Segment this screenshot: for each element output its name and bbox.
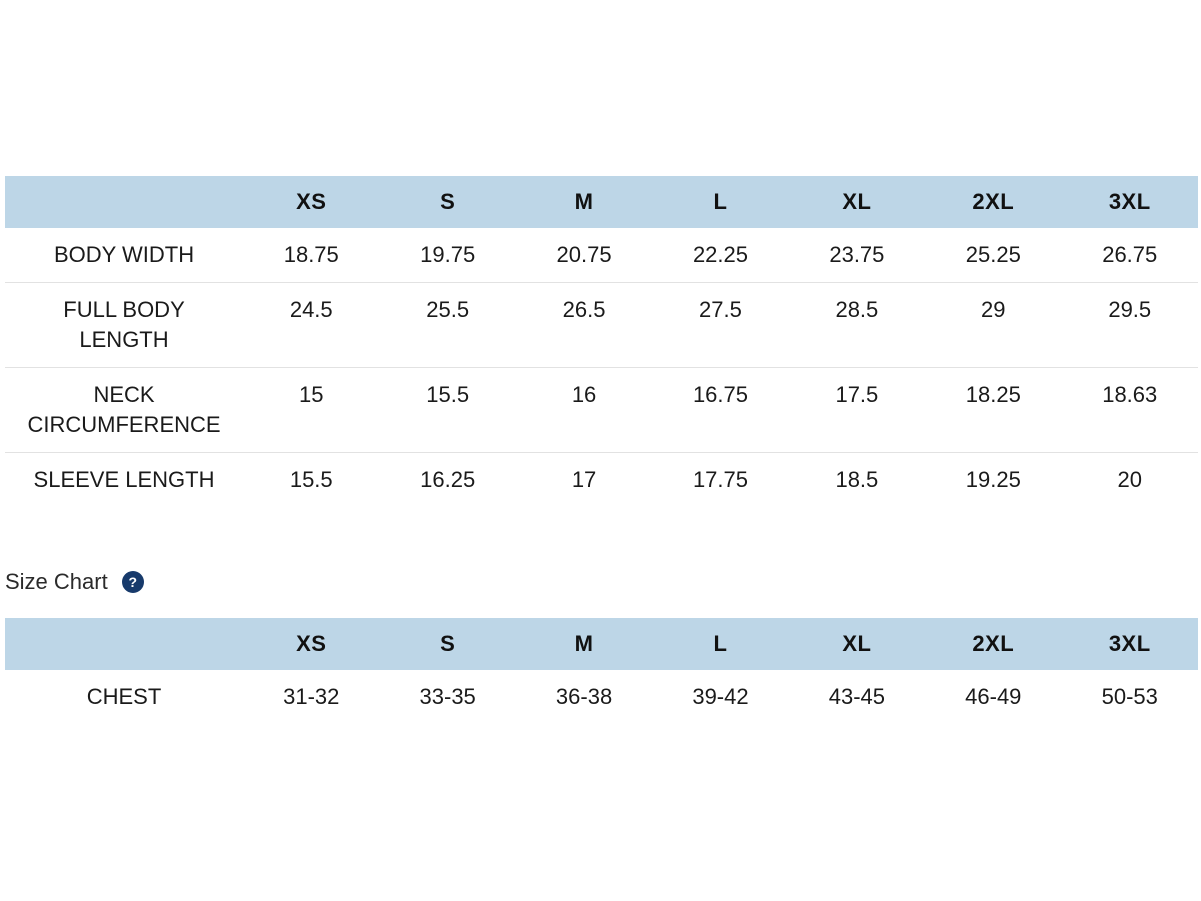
size-header-xs: XS <box>296 631 327 656</box>
table-cell: 18.25 <box>965 382 1021 407</box>
size-chart-table-container: XS S M L XL 2XL 3XL CHEST 31-32 33-35 36… <box>5 618 1198 724</box>
row-label-neck-circumference: NECK CIRCUMFERENCE <box>27 382 221 437</box>
size-header-2xl: 2XL <box>972 631 1015 656</box>
table-cell: 15.5 <box>289 467 333 492</box>
table-cell: 16.25 <box>420 467 476 492</box>
row-label-full-body-length: FULL BODY LENGTH <box>63 297 185 352</box>
table-cell: 17 <box>571 467 597 492</box>
header-empty-cell <box>5 176 243 228</box>
table-row-body-width: BODY WIDTH 18.75 19.75 20.75 22.25 23.75… <box>5 228 1198 283</box>
table-cell: 27.5 <box>699 297 742 322</box>
table-cell: 17.75 <box>692 467 748 492</box>
table-cell: 15 <box>299 382 324 407</box>
table-cell: 15.5 <box>426 382 470 407</box>
table-cell: 36-38 <box>555 684 613 709</box>
table-cell: 33-35 <box>419 684 476 709</box>
table-cell: 16.75 <box>692 382 748 407</box>
table-cell: 29.5 <box>1108 297 1152 322</box>
measurements-header-row: XS S M L XL 2XL 3XL <box>5 176 1198 228</box>
size-header-s: S <box>440 631 456 656</box>
size-header-m: M <box>574 189 594 214</box>
size-header-xl: XL <box>842 189 872 214</box>
question-mark-icon[interactable]: ? <box>121 571 144 593</box>
table-cell: 18.75 <box>283 242 339 267</box>
size-header-m: M <box>574 631 594 656</box>
table-cell: 28.5 <box>835 297 879 322</box>
table-cell: 50-53 <box>1101 684 1158 709</box>
size-chart-heading: Size Chart ? <box>5 566 144 598</box>
table-row-sleeve-length: SLEEVE LENGTH 15.5 16.25 17 17.75 18.5 1… <box>5 453 1198 508</box>
header-empty-cell <box>5 618 243 670</box>
size-header-s: S <box>440 189 456 214</box>
table-cell: 43-45 <box>828 684 886 709</box>
table-cell: 46-49 <box>965 684 1022 709</box>
table-cell: 18.5 <box>835 467 879 492</box>
size-header-2xl: 2XL <box>972 189 1015 214</box>
row-label-sleeve-length: SLEEVE LENGTH <box>33 467 215 492</box>
size-chart-title: Size Chart <box>5 569 108 594</box>
table-cell: 31-32 <box>283 684 340 709</box>
size-chart-header-row: XS S M L XL 2XL 3XL <box>5 618 1198 670</box>
size-header-xl: XL <box>842 631 872 656</box>
table-cell: 26.5 <box>562 297 606 322</box>
table-cell: 29 <box>981 297 1006 322</box>
table-cell: 18.63 <box>1102 382 1158 407</box>
row-label-chest: CHEST <box>86 684 162 709</box>
size-header-3xl: 3XL <box>1108 631 1151 656</box>
table-cell: 24.5 <box>289 297 333 322</box>
table-row-neck-circumference: NECK CIRCUMFERENCE 15 15.5 16 16.75 17.5… <box>5 368 1198 453</box>
table-cell: 16 <box>571 382 597 407</box>
table-cell: 17.5 <box>835 382 879 407</box>
size-header-l: L <box>713 189 728 214</box>
table-cell: 22.25 <box>692 242 748 267</box>
table-cell: 20.75 <box>556 242 612 267</box>
size-header-3xl: 3XL <box>1108 189 1151 214</box>
table-cell: 25.5 <box>426 297 470 322</box>
table-cell: 39-42 <box>692 684 749 709</box>
size-header-xs: XS <box>296 189 327 214</box>
table-cell: 19.75 <box>420 242 476 267</box>
table-cell: 25.25 <box>965 242 1021 267</box>
table-cell: 23.75 <box>829 242 885 267</box>
table-cell: 20 <box>1117 467 1142 492</box>
measurements-table-container: XS S M L XL 2XL 3XL BODY WIDTH 18.75 19.… <box>5 176 1198 507</box>
table-cell: 19.25 <box>965 467 1021 492</box>
size-chart-table: XS S M L XL 2XL 3XL CHEST 31-32 33-35 36… <box>5 618 1198 724</box>
table-row-full-body-length: FULL BODY LENGTH 24.5 25.5 26.5 27.5 28.… <box>5 283 1198 368</box>
measurements-table: XS S M L XL 2XL 3XL BODY WIDTH 18.75 19.… <box>5 176 1198 507</box>
size-header-l: L <box>713 631 728 656</box>
row-label-body-width: BODY WIDTH <box>53 242 195 267</box>
table-cell: 26.75 <box>1102 242 1158 267</box>
table-row-chest: CHEST 31-32 33-35 36-38 39-42 43-45 46-4… <box>5 670 1198 724</box>
